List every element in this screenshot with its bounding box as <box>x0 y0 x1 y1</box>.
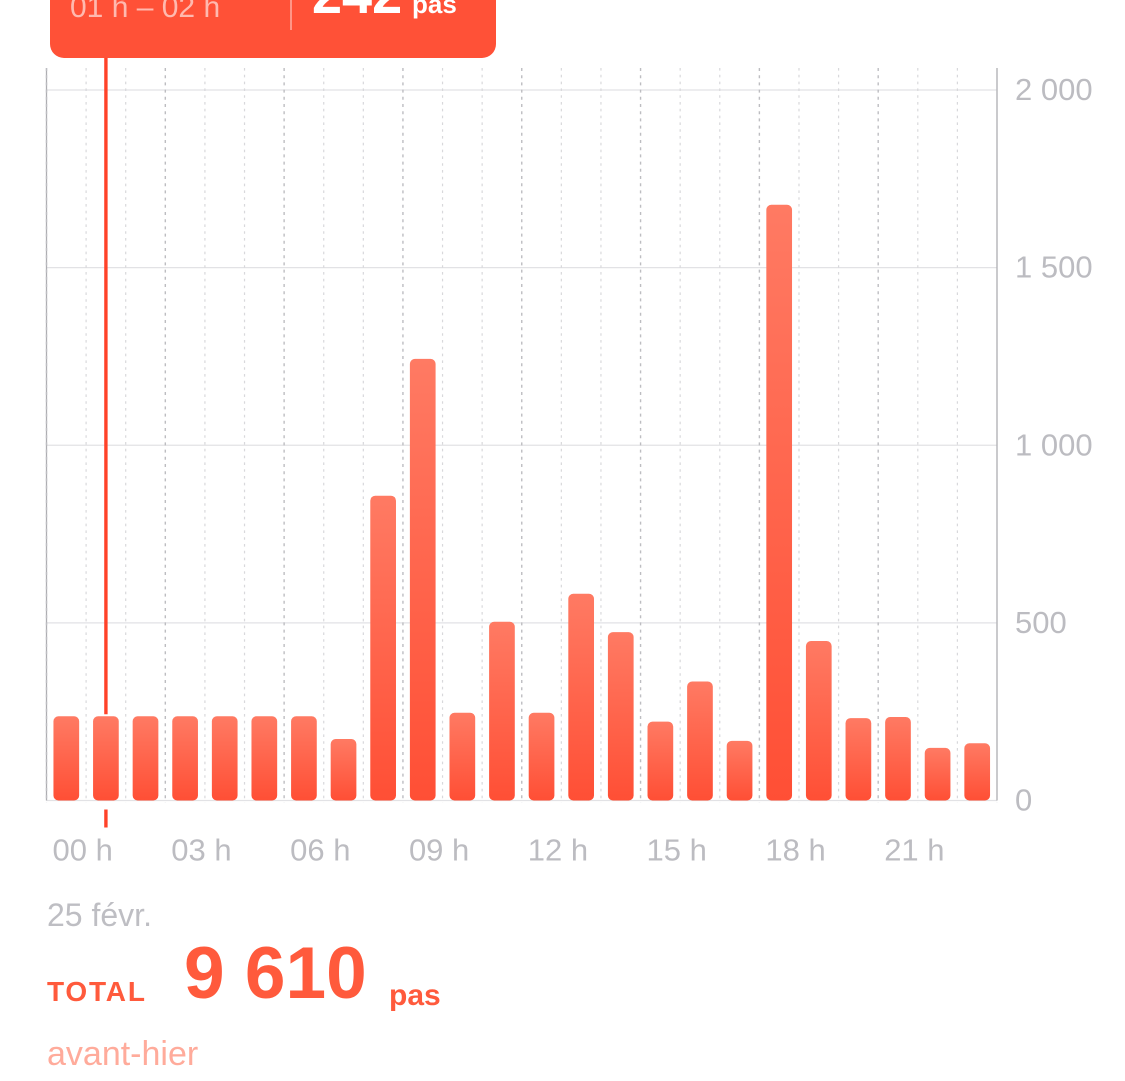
svg-text:15 h: 15 h <box>647 833 707 868</box>
svg-text:1 000: 1 000 <box>1015 427 1093 462</box>
svg-text:0: 0 <box>1015 783 1032 818</box>
svg-text:09 h: 09 h <box>409 833 469 868</box>
svg-text:18 h: 18 h <box>765 833 825 868</box>
svg-text:06 h: 06 h <box>290 833 350 868</box>
svg-text:21 h: 21 h <box>884 833 944 868</box>
svg-text:500: 500 <box>1015 605 1067 640</box>
svg-text:00 h: 00 h <box>53 833 113 868</box>
svg-text:12 h: 12 h <box>528 833 588 868</box>
svg-text:1 500: 1 500 <box>1015 250 1093 285</box>
svg-text:03 h: 03 h <box>171 833 231 868</box>
svg-text:2 000: 2 000 <box>1015 72 1093 107</box>
